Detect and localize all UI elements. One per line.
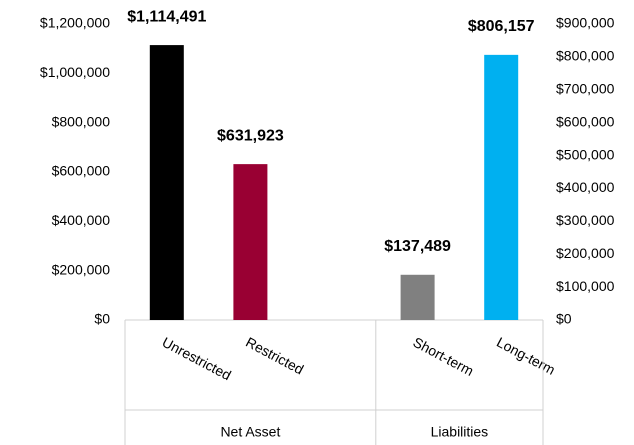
y2-tick-label: $800,000 [556,48,615,64]
group-label: Net Asset [220,424,280,440]
data-label: $631,923 [217,127,284,144]
x-tick-label: Short-term [410,334,476,379]
x-tick-label: Long-term [494,334,558,378]
data-label: $1,114,491 [127,8,206,25]
x-tick-label: Restricted [243,334,306,378]
bar [400,274,435,320]
y2-tick-label: $400,000 [556,179,615,195]
y2-tick-label: $200,000 [556,245,615,261]
data-label: $137,489 [384,238,451,255]
group-label: Liabilities [431,424,489,440]
y2-tick-label: $0 [556,311,572,327]
bar [233,164,268,320]
y-tick-label: $200,000 [52,261,111,277]
y-tick-label: $600,000 [52,163,111,179]
y-tick-label: $1,000,000 [40,64,110,80]
data-label: $806,157 [468,18,535,35]
x-tick-label: Unrestricted [160,334,234,384]
y2-tick-label: $500,000 [556,146,615,162]
bar [484,54,519,320]
y-tick-label: $1,200,000 [40,15,110,31]
y-tick-label: $0 [94,311,110,327]
y2-tick-label: $300,000 [556,212,615,228]
y-tick-label: $800,000 [52,113,111,129]
y2-tick-label: $600,000 [556,113,615,129]
y2-tick-label: $900,000 [556,15,615,31]
bar [149,45,184,320]
y2-tick-label: $100,000 [556,278,615,294]
y-tick-label: $400,000 [52,212,111,228]
y2-tick-label: $700,000 [556,80,615,96]
